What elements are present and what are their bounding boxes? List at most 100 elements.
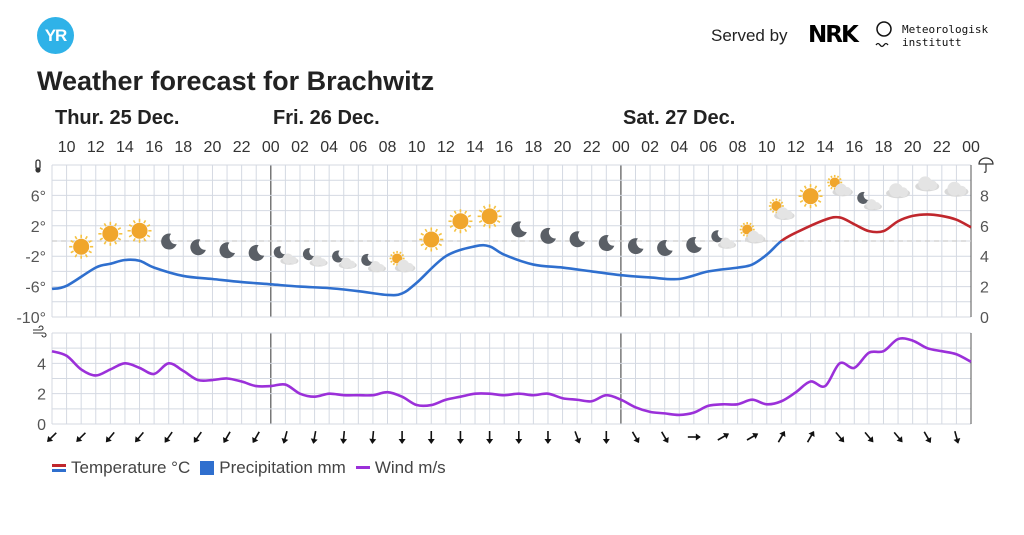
sun-ray xyxy=(117,237,122,241)
cloud-puff xyxy=(376,264,385,272)
precipitation-tick-label: 6 xyxy=(980,219,989,236)
sun-ray xyxy=(493,205,497,210)
legend-precipitation[interactable]: Precipitation mm xyxy=(200,458,346,478)
sun-disc xyxy=(423,231,440,248)
moon-weather-icon xyxy=(540,227,556,244)
sun-ray xyxy=(143,219,147,224)
umbrella-canopy xyxy=(978,157,994,165)
temperature-legend-icon xyxy=(52,464,66,472)
arrow-head xyxy=(662,436,669,444)
hour-tick-label: 08 xyxy=(729,139,747,156)
arrow-head xyxy=(752,432,759,440)
sun-ray xyxy=(390,253,393,257)
sun-ray xyxy=(420,232,425,236)
arrow-head xyxy=(223,436,230,444)
hour-tick-label: 22 xyxy=(233,139,251,156)
cloud-puff xyxy=(872,202,881,210)
sun-ray xyxy=(803,203,807,207)
sun-ray xyxy=(114,241,118,245)
hour-tick-label: 16 xyxy=(145,139,163,156)
hour-tick-label: 18 xyxy=(875,139,893,156)
moon-shape xyxy=(686,236,702,253)
sun-ray xyxy=(478,220,483,224)
wind-direction-arrow-icon xyxy=(923,431,932,444)
arrow-head xyxy=(427,439,435,444)
wind-direction-arrow-icon xyxy=(953,430,961,444)
sun-disc xyxy=(131,222,148,239)
sun-disc xyxy=(771,201,782,211)
hour-tick-label: 10 xyxy=(58,139,76,156)
yr-logo[interactable]: YR xyxy=(37,17,74,54)
met-institute-logo[interactable]: Meteorologisk institutt xyxy=(902,23,988,49)
hour-tick-label: 10 xyxy=(408,139,426,156)
sun-ray xyxy=(84,253,88,258)
cloud-puff xyxy=(727,240,735,248)
wind-direction-arrow-icon xyxy=(47,432,57,442)
precipitation-legend-icon xyxy=(200,461,215,475)
moon-shape xyxy=(511,221,527,238)
wind-direction-arrow-icon xyxy=(864,431,874,443)
sun-ray xyxy=(70,240,74,244)
sun-cloud-weather-icon xyxy=(739,222,766,244)
wind-direction-arrow-icon xyxy=(893,431,903,443)
wind-direction-arrow-icon xyxy=(398,431,406,444)
met-institute-logo-icon xyxy=(875,21,892,48)
sun-ray xyxy=(74,253,78,258)
arrow-head xyxy=(252,436,259,444)
cloud-weather-icon xyxy=(944,181,969,197)
sun-ray xyxy=(424,228,428,233)
wind-direction-arrow-icon xyxy=(223,431,231,444)
arrow-head xyxy=(953,438,961,444)
sun-disc xyxy=(102,225,119,242)
moon-weather-icon xyxy=(569,231,586,248)
hour-tick-label: 00 xyxy=(262,139,280,156)
sun-ray xyxy=(467,224,472,228)
hour-tick-label: 20 xyxy=(904,139,922,156)
arrow-head xyxy=(896,436,903,443)
sun-ray xyxy=(740,231,743,235)
wind-direction-arrow-icon xyxy=(660,431,669,444)
temperature-tick-label: 2° xyxy=(31,219,46,236)
page-title: Weather forecast for Brachwitz xyxy=(37,66,435,96)
legend-temperature[interactable]: Temperature °C xyxy=(52,458,190,478)
cloud-weather-icon xyxy=(886,183,911,199)
arrow-head xyxy=(310,438,318,444)
sun-ray xyxy=(769,208,773,211)
sun-ray xyxy=(401,253,404,257)
sun-ray xyxy=(84,235,88,240)
arrow-head xyxy=(105,436,112,443)
precipitation-tick-label: 4 xyxy=(980,249,989,266)
sun-disc xyxy=(392,253,403,264)
moon-shape xyxy=(657,239,673,256)
wind-direction-arrow-icon xyxy=(427,431,435,444)
hour-tick-label: 10 xyxy=(758,139,776,156)
sun-ray xyxy=(814,185,818,189)
moon-shape xyxy=(627,238,644,255)
sun-ray xyxy=(464,210,468,215)
cloud-puff xyxy=(842,187,852,196)
moon-weather-icon xyxy=(657,239,673,256)
moon-cloud-weather-icon xyxy=(361,253,386,273)
sun-disc xyxy=(452,213,469,230)
arrow-head xyxy=(47,435,54,442)
moon-cloud-weather-icon xyxy=(711,230,737,249)
arrow-head xyxy=(135,436,141,443)
arrow-head xyxy=(779,430,786,438)
legend-wind[interactable]: Wind m/s xyxy=(355,458,446,478)
wind-direction-arrow-icon xyxy=(105,431,115,443)
arrow-head xyxy=(193,436,200,443)
sun-ray xyxy=(399,251,402,255)
sun-ray xyxy=(771,210,775,213)
nrk-logo[interactable]: NRK xyxy=(808,22,859,48)
wind-direction-arrow-icon xyxy=(777,430,786,443)
temperature-line-below-zero xyxy=(51,241,784,297)
day-label: Sat. 27 Dec. xyxy=(623,107,736,129)
day-label: Fri. 26 Dec. xyxy=(273,107,380,129)
sun-ray xyxy=(751,225,755,228)
sun-disc xyxy=(481,208,498,225)
precipitation-tick-label: 0 xyxy=(980,310,989,327)
thermometer-icon xyxy=(35,159,41,173)
sun-ray xyxy=(88,250,92,254)
moon-shape xyxy=(332,250,344,263)
wind-icon-path xyxy=(33,325,47,338)
